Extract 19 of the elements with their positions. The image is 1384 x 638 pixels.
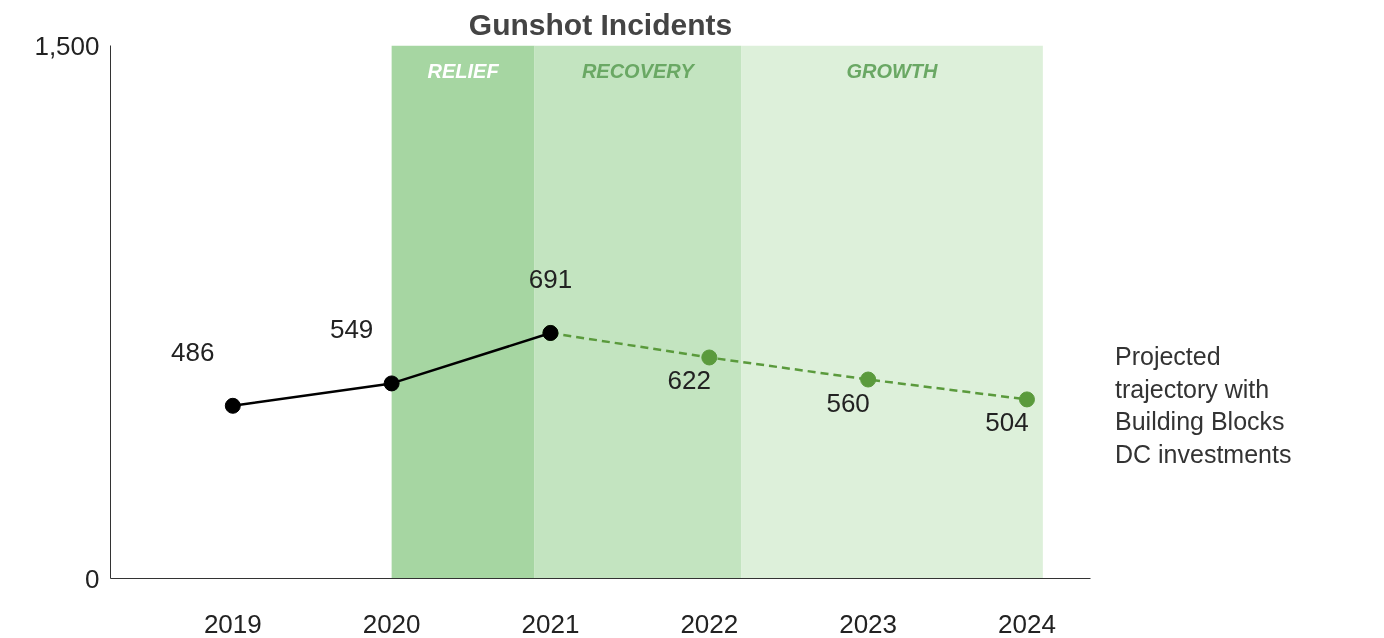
data-label: 560 (826, 387, 870, 418)
x-tick-label: 2024 (998, 608, 1056, 638)
y-tick-label: 0 (85, 563, 100, 594)
x-tick-label: 2021 (521, 608, 580, 638)
band-label: RELIEF (427, 59, 500, 82)
data-label: 486 (171, 336, 215, 367)
data-label: 691 (528, 263, 573, 294)
x-tick-label: 2019 (203, 608, 262, 638)
chart-title: Gunshot Incidents (468, 7, 733, 41)
x-tick-label: 2020 (362, 608, 421, 638)
text: Projected trajectory with Building Blocks DC investments (1115, 341, 1292, 470)
band-label: GROWTH (846, 59, 939, 82)
x-tick-label: 2023 (839, 608, 898, 638)
x-tick-label: 2022 (680, 608, 739, 638)
data-label: 622 (667, 365, 711, 396)
data-label: 504 (985, 407, 1029, 438)
data-label: 549 (329, 314, 374, 345)
band-label: RECOVERY (581, 59, 696, 82)
y-tick-label: 1,500 (34, 30, 100, 61)
